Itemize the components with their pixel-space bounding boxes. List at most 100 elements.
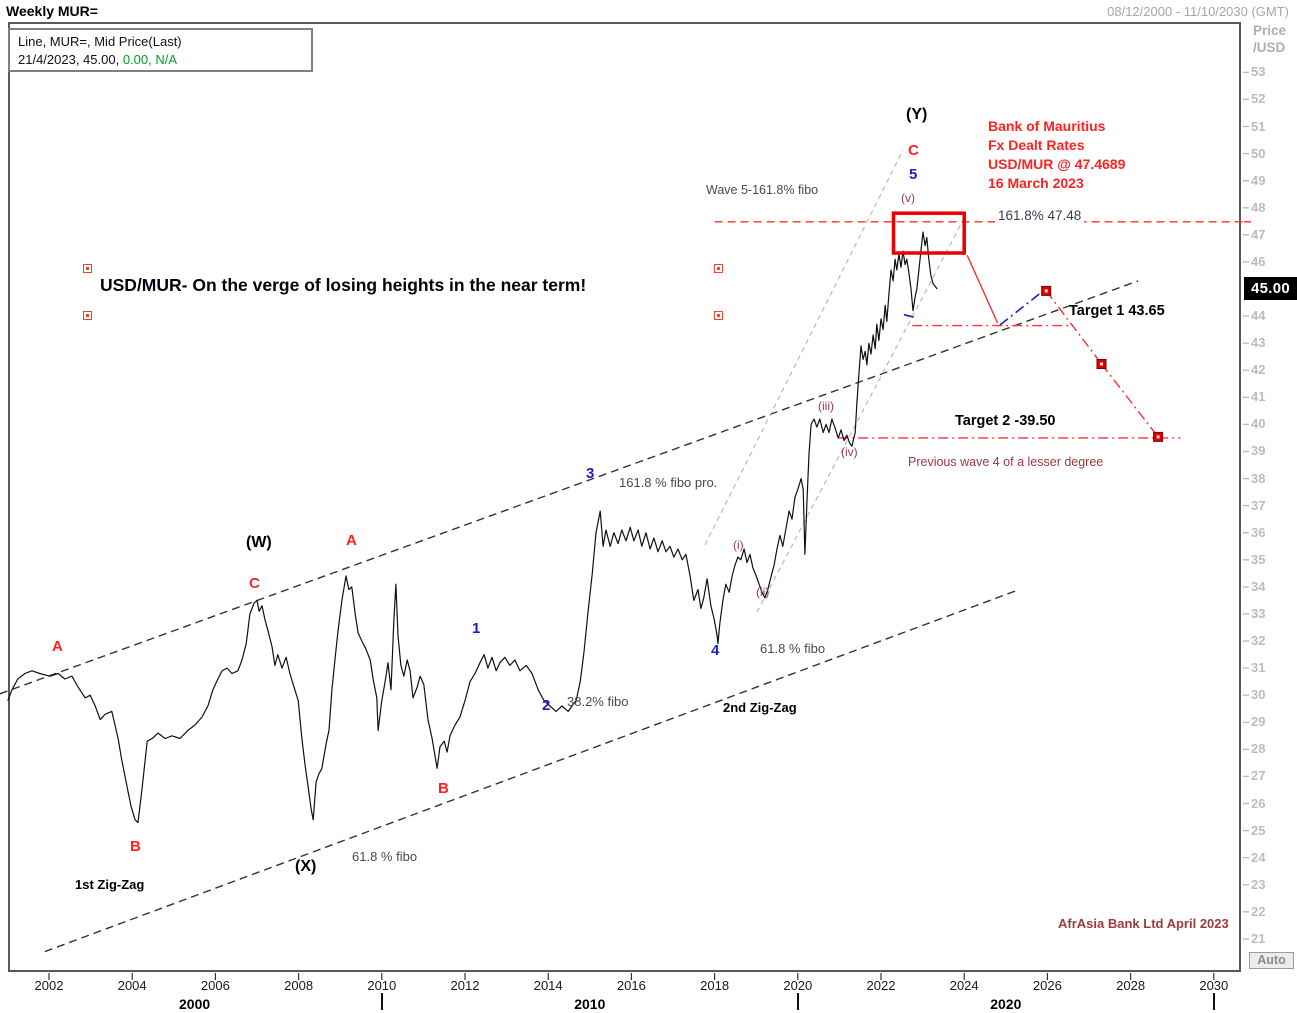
legend-change-value: 0.00, N/A: [122, 52, 178, 67]
y-tick-label-46: 46: [1251, 253, 1266, 269]
label-wave-y: (Y): [906, 106, 928, 123]
y-tick-label-37: 37: [1251, 497, 1266, 513]
price-axis-unit-line1: Price: [1253, 23, 1287, 38]
decade-divider-2020: [796, 993, 799, 1010]
y-tick-label-33: 33: [1251, 605, 1266, 621]
legend-box[interactable]: Line, MUR=, Mid Price(Last) 21/4/2023, 4…: [8, 28, 313, 72]
y-tick-label-31: 31: [1251, 660, 1266, 676]
bank-note-line4: 16 March 2023: [988, 175, 1084, 191]
y-tick-label-32: 32: [1251, 633, 1266, 649]
y-tick-label-49: 49: [1251, 172, 1266, 188]
bank-note-line3: USD/MUR @ 47.4689: [988, 156, 1126, 172]
label-wave-c-top: C: [908, 142, 919, 159]
x-tick-label-2028: 2028: [1116, 978, 1146, 993]
y-tick-label-43: 43: [1251, 335, 1266, 351]
label-wave-b-2011: B: [438, 780, 449, 797]
x-tick-label-2014: 2014: [533, 978, 563, 993]
chart-title: Weekly MUR=: [6, 3, 98, 19]
text-selection-handle-1[interactable]: [83, 264, 92, 273]
y-tick-label-39: 39: [1251, 443, 1266, 459]
y-tick-label-38: 38: [1251, 470, 1266, 486]
label-wave-iii: (iii): [818, 399, 834, 413]
y-tick-label-40: 40: [1251, 416, 1266, 432]
current-price-tag: 45.00: [1244, 277, 1297, 300]
x-tick-label-2004: 2004: [117, 978, 147, 993]
decade-label-2010: 2010: [574, 996, 606, 1012]
y-tick-label-36: 36: [1251, 524, 1266, 540]
decade-divider-2010: [380, 993, 383, 1010]
label-first-zigzag: 1st Zig-Zag: [75, 877, 145, 892]
x-tick-label-2020: 2020: [783, 978, 813, 993]
x-tick-label-2010: 2010: [367, 978, 397, 993]
label-fibo-618-right: 61.8 % fibo: [760, 641, 826, 656]
decade-divider-2030: [1212, 993, 1215, 1010]
y-tick-label-50: 50: [1251, 145, 1266, 161]
label-wave-c-2007: C: [249, 575, 260, 592]
y-tick-label-48: 48: [1251, 199, 1266, 215]
text-selection-handle-4[interactable]: [714, 311, 723, 320]
x-tick-label-2022: 2022: [866, 978, 896, 993]
x-tick-label-2018: 2018: [700, 978, 730, 993]
bank-of-mauritius-note: Bank of Mauritius Fx Dealt Rates USD/MUR…: [988, 117, 1125, 193]
y-tick-label-44: 44: [1251, 308, 1266, 324]
label-fibo-382: 38.2% fibo: [567, 694, 629, 709]
label-wave-3: 3: [586, 465, 595, 482]
y-tick-label-41: 41: [1251, 389, 1266, 405]
label-wave-5: 5: [909, 166, 918, 183]
price-axis-unit-line2: /USD: [1253, 40, 1286, 55]
x-tick-label-2016: 2016: [616, 978, 646, 993]
label-wave-b-2004: B: [130, 838, 141, 855]
label-target-2: Target 2 -39.50: [955, 413, 1056, 429]
x-tick-label-2008: 2008: [284, 978, 314, 993]
label-wave-2: 2: [542, 697, 551, 714]
x-tick-label-2024: 2024: [949, 978, 979, 993]
y-tick-label-29: 29: [1251, 714, 1266, 730]
y-tick-label-22: 22: [1251, 903, 1266, 919]
label-previous-wave-4: Previous wave 4 of a lesser degree: [908, 455, 1104, 469]
label-fibo-618-left: 61.8 % fibo: [352, 849, 418, 864]
y-tick-label-42: 42: [1251, 362, 1266, 378]
label-wave-i: (i): [733, 538, 744, 552]
decade-label-2020: 2020: [990, 996, 1022, 1012]
label-wave-1: 1: [472, 620, 481, 637]
label-wave5-fibo: Wave 5-161.8% fibo: [706, 183, 819, 197]
x-tick-label-2030: 2030: [1199, 978, 1229, 993]
legend-date-price: 21/4/2023, 45.00,: [18, 52, 120, 67]
date-range-label: 08/12/2000 - 11/10/2030 (GMT): [1107, 4, 1289, 19]
legend-series-label: Line, MUR=, Mid Price(Last): [18, 34, 182, 49]
auto-scale-button[interactable]: Auto: [1249, 952, 1294, 969]
label-wave-ii: (ii): [756, 585, 770, 599]
decade-label-2000: 2000: [179, 996, 211, 1012]
y-tick-label-51: 51: [1251, 118, 1266, 134]
chart-headline: USD/MUR- On the verge of losing heights …: [100, 275, 587, 295]
y-tick-label-47: 47: [1251, 226, 1266, 242]
x-tick-label-2026: 2026: [1032, 978, 1062, 993]
text-selection-handle-2[interactable]: [714, 264, 723, 273]
y-tick-label-21: 21: [1251, 930, 1266, 946]
price-axis-unit: Price /USD: [1253, 22, 1286, 56]
bank-note-line2: Fx Dealt Rates: [988, 137, 1085, 153]
y-tick-label-23: 23: [1251, 876, 1266, 892]
y-tick-label-28: 28: [1251, 741, 1266, 757]
label-wave-a-2001: A: [52, 638, 63, 655]
y-tick-label-52: 52: [1251, 91, 1266, 107]
x-tick-label-2006: 2006: [200, 978, 230, 993]
y-tick-label-53: 53: [1251, 64, 1266, 80]
y-tick-label-34: 34: [1251, 578, 1266, 594]
label-wave-w: (W): [246, 534, 272, 551]
x-tick-label-2012: 2012: [450, 978, 480, 993]
y-tick-label-27: 27: [1251, 768, 1266, 784]
label-wave-4: 4: [711, 642, 720, 659]
label-afrasia: AfrAsia Bank Ltd April 2023: [1058, 916, 1229, 931]
label-wave-a-2009: A: [346, 532, 357, 549]
y-tick-label-24: 24: [1251, 849, 1266, 865]
label-wave-iv: (iv): [841, 445, 858, 459]
label-fibo-pro: 161.8 % fibo pro.: [619, 475, 718, 490]
text-selection-handle-3[interactable]: [83, 311, 92, 320]
y-tick-label-25: 25: [1251, 822, 1266, 838]
label-wave-v: (v): [901, 191, 915, 205]
y-tick-label-30: 30: [1251, 687, 1266, 703]
legend-last-value: 21/4/2023, 45.00, 0.00, N/A: [18, 52, 177, 67]
x-tick-label-2002: 2002: [34, 978, 64, 993]
label-fibo-price: 161.8% 47.48: [995, 208, 1085, 224]
